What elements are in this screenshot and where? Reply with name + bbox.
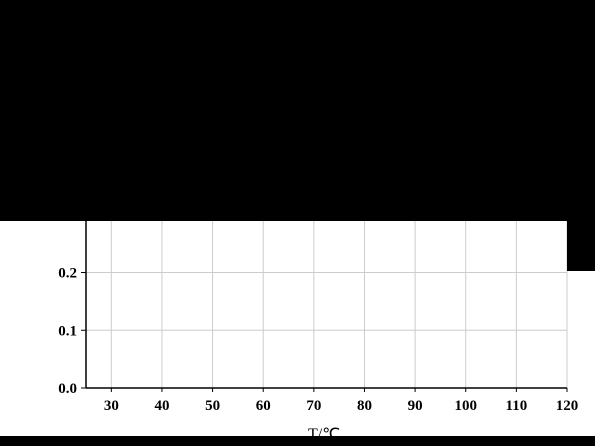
chart-title	[210, 6, 560, 24]
x-tick-label: 80	[357, 398, 372, 414]
x-axis-label: T/℃	[308, 426, 341, 443]
y-tick-label: 0.2	[58, 266, 77, 282]
x-tick-label: 60	[256, 398, 271, 414]
tick-labels: 30 40 50 60 70 80 90 100 110 120 0.0 0.1 0.2	[58, 266, 578, 414]
data-point	[160, 32, 164, 36]
axes	[81, 30, 568, 392]
data-point	[287, 44, 290, 47]
grid-lines	[86, 30, 568, 389]
data-point	[261, 41, 265, 45]
data-point	[388, 53, 392, 57]
series-line	[136, 31, 568, 72]
data-point	[439, 58, 442, 61]
data-point	[413, 55, 417, 59]
x-tick-label: 50	[205, 398, 220, 414]
data-point	[565, 69, 569, 73]
x-tick-label: 120	[556, 398, 579, 414]
data-point	[514, 64, 518, 68]
data-point	[363, 51, 366, 54]
bottom-dark-bar	[0, 436, 595, 446]
x-tick-label: 110	[506, 398, 528, 414]
x-tick-label: 90	[408, 398, 423, 414]
x-tick-label: 100	[454, 398, 477, 414]
data-point	[337, 48, 341, 52]
data-point	[464, 60, 468, 64]
x-tick-label: 70	[306, 398, 321, 414]
data-point	[540, 67, 544, 71]
series-layer	[135, 30, 569, 73]
data-point	[236, 39, 240, 43]
data-point	[312, 46, 316, 50]
x-tick-label: 30	[104, 398, 119, 414]
y-tick-label: 0.0	[58, 381, 77, 397]
data-point	[185, 34, 189, 38]
x-tick-label: 40	[154, 398, 169, 414]
data-point	[211, 37, 214, 41]
data-point	[489, 62, 493, 66]
data-point	[135, 30, 139, 34]
y-tick-label: 0.1	[58, 323, 77, 339]
dark-overlay-edge	[567, 221, 595, 271]
